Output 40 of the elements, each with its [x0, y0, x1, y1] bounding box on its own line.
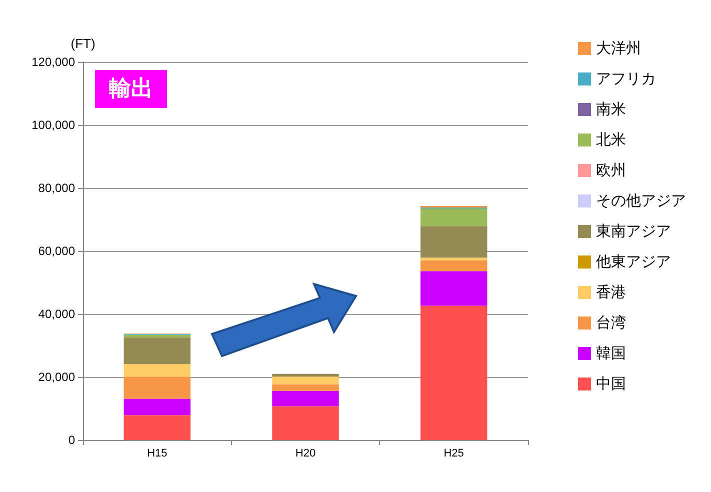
- y-tick-label: 120,000: [32, 55, 76, 69]
- legend-label: 香港: [596, 284, 626, 301]
- bar: [272, 406, 339, 440]
- bar: [124, 376, 191, 399]
- bar: [124, 415, 191, 440]
- y-tick-label: 0: [68, 433, 76, 447]
- y-tick-label: 60,000: [38, 244, 76, 258]
- x-tick-label: H20: [295, 448, 316, 460]
- legend-label: 中国: [596, 376, 626, 392]
- text: 輸出: [108, 76, 153, 102]
- bar: [272, 390, 339, 406]
- x-tick-label: H15: [147, 448, 168, 460]
- bar: [420, 208, 488, 226]
- legend-label: 韓国: [596, 345, 626, 362]
- bar: [124, 398, 191, 416]
- legend-label: その他アジア: [596, 192, 686, 210]
- y-tick-label: 20,000: [38, 370, 76, 384]
- legend-label: 他東アジア: [596, 254, 671, 270]
- legend-label: 北米: [596, 132, 626, 148]
- bar: [272, 384, 339, 391]
- bar: [272, 376, 339, 384]
- legend-label: 欧州: [596, 162, 626, 179]
- bar: [420, 306, 488, 440]
- bar: [124, 337, 191, 364]
- legend-label: アフリカ: [596, 70, 656, 88]
- bar: [420, 260, 488, 272]
- legend-label: 東南アジア: [596, 223, 671, 240]
- x-tick-label: H25: [444, 448, 464, 460]
- bar: [420, 258, 488, 260]
- bar: [420, 271, 488, 306]
- legend-label: 大洋州: [596, 40, 641, 57]
- y-tick-label: 80,000: [38, 181, 76, 195]
- y-tick-label: 100,000: [32, 118, 76, 132]
- y-tick-label: 40,000: [38, 307, 76, 321]
- bar: [420, 226, 488, 258]
- bar: [124, 334, 191, 338]
- y-axis-title: (FT): [70, 36, 96, 51]
- legend-label: 南米: [596, 101, 626, 118]
- legend-label: 台湾: [596, 314, 626, 332]
- bar: [124, 364, 191, 377]
